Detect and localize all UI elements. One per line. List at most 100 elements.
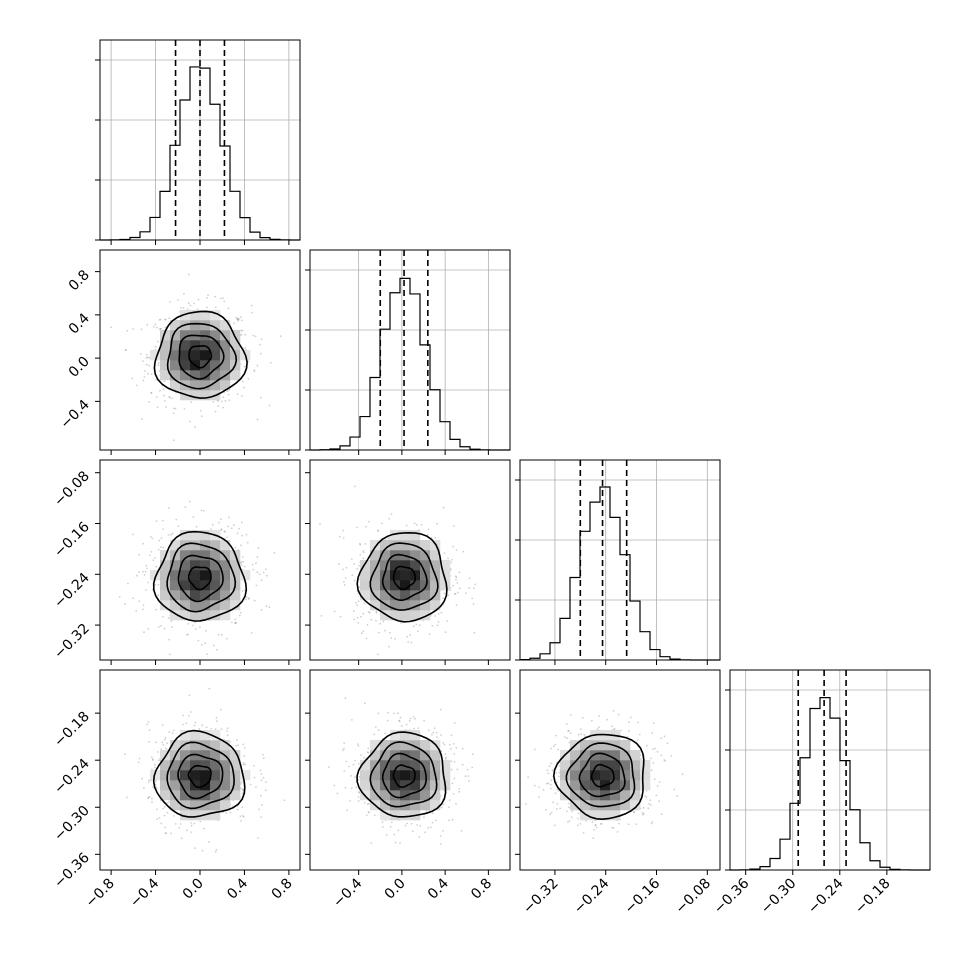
scatter-point: [156, 818, 159, 820]
scatter-point: [569, 732, 572, 735]
density-cell: [560, 760, 571, 771]
scatter-point: [456, 768, 459, 771]
panel-frame: [309, 669, 511, 871]
scatter-point: [455, 802, 457, 805]
scatter-point: [265, 781, 267, 784]
scatter-point: [542, 788, 545, 791]
scatter-point: [240, 329, 243, 332]
density-cell: [600, 760, 611, 771]
density-cell: [420, 610, 431, 621]
scatter-point: [465, 592, 467, 594]
scatter-point: [147, 797, 149, 800]
scatter-point: [355, 601, 357, 604]
scatter-point: [333, 784, 336, 787]
scatter-point: [364, 543, 367, 545]
scatter-point: [190, 822, 193, 824]
scatter-point: [538, 786, 540, 788]
scatter-point: [260, 609, 263, 611]
density-cell: [620, 770, 631, 781]
density-cell: [210, 760, 221, 771]
scatter-point: [124, 603, 126, 605]
density-cell: [240, 570, 251, 581]
density-cell: [600, 810, 611, 821]
scatter-point: [413, 522, 416, 525]
scatter-point: [158, 370, 161, 372]
scatter-point: [558, 772, 561, 774]
scatter-point: [236, 739, 238, 742]
density-cell: [230, 340, 241, 351]
scatter-point: [652, 762, 655, 764]
scatter-point: [389, 631, 391, 634]
density-cell: [390, 600, 401, 611]
scatter-point: [431, 624, 434, 627]
density-cell: [210, 580, 221, 591]
scatter-point: [375, 619, 377, 622]
scatter-point: [227, 525, 230, 528]
scatter-point: [236, 317, 239, 320]
scatter-point: [377, 530, 379, 532]
density-cell: [370, 570, 381, 581]
scatter-point: [247, 378, 250, 380]
scatter-point: [220, 528, 223, 531]
scatter-point: [443, 743, 446, 746]
scatter-point: [165, 406, 167, 408]
scatter-point: [554, 743, 557, 746]
density-cell: [200, 730, 211, 741]
scatter-point: [260, 338, 263, 341]
y-tick-label: −0.32: [51, 621, 93, 663]
scatter-point: [153, 325, 155, 328]
scatter-point: [222, 297, 224, 299]
scatter-point: [223, 738, 225, 741]
scatter-point: [146, 723, 148, 726]
scatter-point: [466, 768, 469, 771]
scatter-point: [638, 733, 641, 736]
scatter-point: [200, 644, 203, 646]
scatter-point: [155, 565, 158, 568]
scatter-point: [449, 747, 452, 750]
density-cell: [160, 360, 171, 371]
scatter-point: [158, 319, 161, 321]
density-cell: [190, 790, 201, 801]
scatter-point: [250, 304, 253, 307]
density-cell: [200, 560, 211, 571]
scatter-point: [416, 824, 418, 826]
scatter-point: [154, 763, 156, 766]
scatter-point: [381, 522, 383, 525]
scatter-point: [159, 318, 162, 321]
scatter-point: [242, 815, 245, 818]
scatter-point: [177, 525, 180, 527]
scatter-point: [455, 549, 458, 551]
scatter-point: [171, 732, 174, 734]
density-cell: [580, 750, 591, 761]
scatter-point: [439, 795, 442, 797]
scatter-point: [257, 837, 259, 839]
scatter-point: [156, 751, 159, 753]
density-cell: [180, 790, 191, 801]
density-cell: [180, 370, 191, 381]
scatter-point: [256, 364, 259, 367]
scatter-point: [656, 750, 659, 753]
contour-level-4: [356, 531, 448, 623]
scatter-point: [222, 396, 225, 399]
scatter-panel-1-4: [95, 669, 301, 875]
density-cell: [200, 570, 211, 581]
scatter-point: [198, 728, 201, 730]
scatter-point: [349, 800, 351, 802]
contour-level-4: [356, 731, 447, 818]
scatter-point: [187, 302, 190, 305]
scatter-point: [145, 357, 148, 359]
contour-level-1: [187, 566, 212, 591]
scatter-point: [242, 560, 245, 563]
scatter-point: [154, 583, 157, 586]
scatter-point: [210, 528, 213, 530]
scatter-point: [458, 790, 461, 793]
contour-level-1: [392, 565, 416, 591]
density-cell: [190, 770, 201, 781]
scatter-point: [162, 388, 165, 390]
scatter-point: [126, 329, 129, 332]
density-cell: [570, 750, 581, 761]
density-cell: [390, 560, 401, 571]
density-cell: [420, 600, 431, 611]
scatter-point: [472, 753, 474, 756]
scatter-point: [576, 817, 579, 820]
